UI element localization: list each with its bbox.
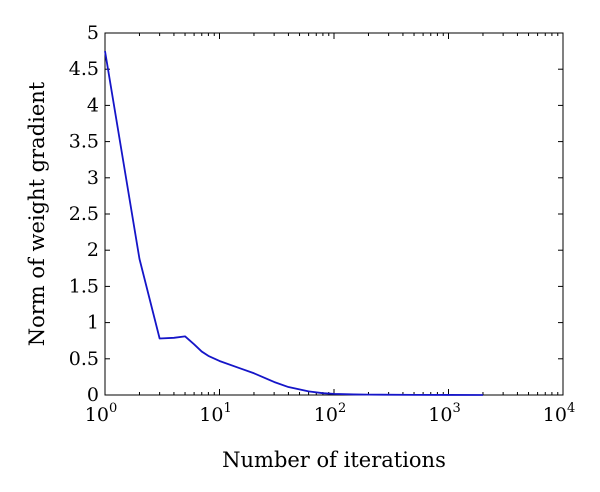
x-tick-label: 100 <box>85 401 117 426</box>
x-tick-exponent: 0 <box>109 401 117 416</box>
y-tick-label: 4.5 <box>69 58 99 80</box>
y-tick-label: 0 <box>87 384 99 406</box>
y-tick-label: 0.5 <box>69 348 99 370</box>
y-tick-label: 2 <box>87 239 99 261</box>
x-tick-base: 10 <box>85 404 109 426</box>
y-tick-label: 4 <box>87 94 99 116</box>
x-tick-base: 10 <box>314 404 338 426</box>
y-tick-label: 5 <box>87 22 99 44</box>
axes-box <box>104 32 564 396</box>
y-axis-title: Norm of weight gradient <box>25 81 49 346</box>
x-tick-base: 10 <box>543 404 567 426</box>
y-axis: 0 0.5 1 1.5 2 2.5 3 3.5 4 4.5 5 <box>69 22 563 406</box>
plot-area <box>104 32 564 396</box>
y-tick-label: 1 <box>87 312 99 334</box>
y-tick-label: 1.5 <box>69 275 99 297</box>
x-tick-exponent: 2 <box>338 401 346 416</box>
x-tick-exponent: 1 <box>223 401 231 416</box>
x-tick-label: 102 <box>314 401 346 426</box>
x-axis: 100 101 102 103 104 <box>85 33 575 426</box>
x-tick-exponent: 3 <box>452 401 460 416</box>
x-tick-label: 101 <box>199 401 231 426</box>
series-line <box>104 50 483 396</box>
x-tick-base: 10 <box>199 404 223 426</box>
x-axis-title: Number of iterations <box>222 448 446 472</box>
series-layer <box>104 50 483 396</box>
x-tick-label: 104 <box>543 401 575 426</box>
y-tick-label: 3.5 <box>69 131 99 153</box>
y-tick-label: 2.5 <box>69 203 99 225</box>
x-tick-label: 103 <box>428 401 460 426</box>
x-tick-exponent: 4 <box>567 401 575 416</box>
y-tick-label: 3 <box>87 167 99 189</box>
x-tick-base: 10 <box>428 404 452 426</box>
